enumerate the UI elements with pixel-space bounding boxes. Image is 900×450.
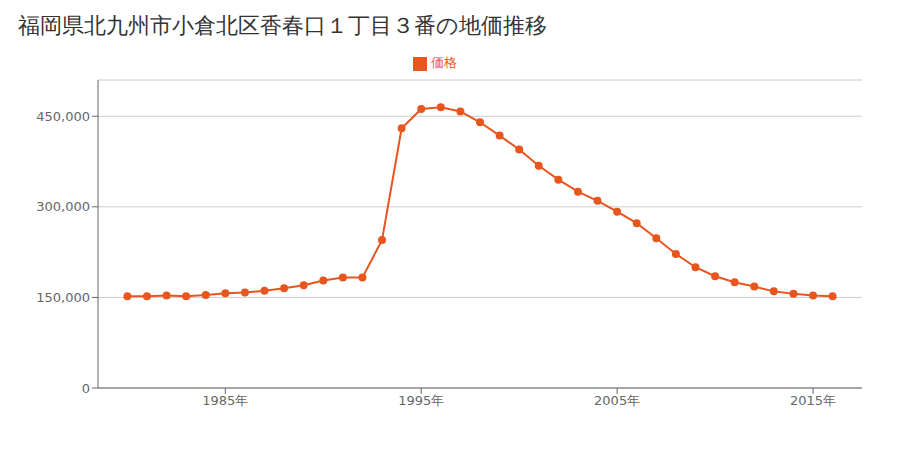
- svg-text:150,000: 150,000: [36, 290, 90, 305]
- svg-text:1985年: 1985年: [202, 393, 248, 408]
- svg-text:0: 0: [82, 381, 90, 396]
- svg-text:2005年: 2005年: [594, 393, 640, 408]
- html-text:福岡県北九州市小倉北区香春口１丁目３番の地価推移: 福岡県北九州市小倉北区香春口１丁目３番の地価推移: [18, 13, 547, 38]
- svg-text:1995年: 1995年: [398, 393, 444, 408]
- svg-text:2015年: 2015年: [790, 393, 836, 408]
- svg-text:300,000: 300,000: [36, 199, 90, 214]
- svg-text:450,000: 450,000: [36, 109, 90, 124]
- html-text:価格: 価格: [431, 55, 457, 70]
